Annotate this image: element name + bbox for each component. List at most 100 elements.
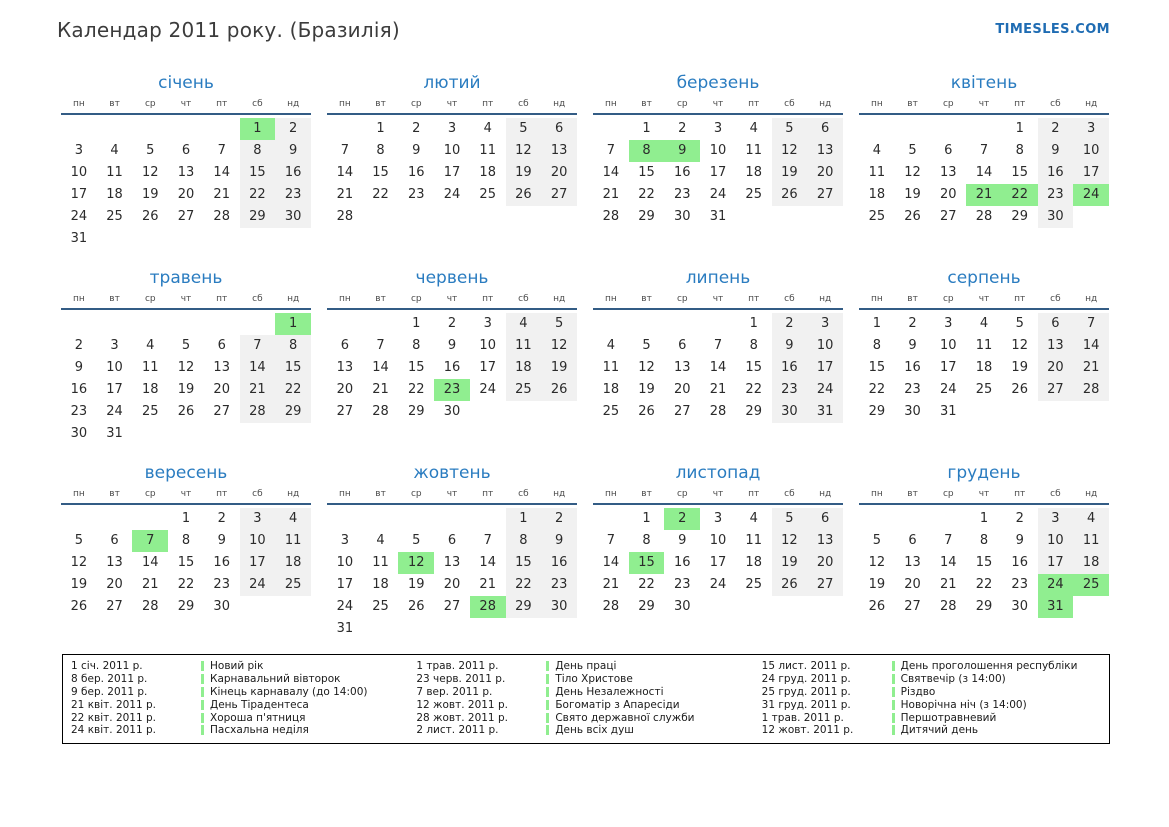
holiday-name: День всіх душ	[555, 724, 634, 737]
day-cell: 31	[106, 426, 123, 441]
weekday-label: пн	[338, 294, 351, 304]
day-cell: 22	[638, 187, 655, 202]
empty-cell	[541, 401, 577, 423]
day-cell: 17	[709, 555, 727, 570]
empty-cell	[132, 313, 168, 335]
day-cell: 16	[771, 357, 808, 379]
weekday-label: пт	[482, 489, 494, 499]
week-row: 21 22 23 24 25 26 27	[327, 184, 577, 206]
holiday-name-wrap: День Незалежності	[546, 686, 663, 698]
empty-cell	[97, 313, 133, 335]
day-cell: 1	[239, 118, 276, 140]
day-cell: 9	[1015, 533, 1024, 548]
week-row: 19 20 21 22 23 24 25	[61, 574, 311, 596]
day-cell: 16	[408, 165, 425, 180]
day-cell: 23	[904, 382, 921, 397]
weekday-label: ср	[942, 489, 954, 499]
day-cell: 30	[674, 209, 691, 224]
brand-link[interactable]: TIMESLES.COM	[995, 22, 1110, 37]
day-cell: 26	[408, 599, 425, 614]
day-cell: 22	[372, 187, 389, 202]
holiday-date: 28 жовт. 2011 р.	[416, 711, 508, 724]
empty-cell	[132, 228, 168, 250]
holiday-name: Пасхальна неділя	[210, 724, 309, 737]
day-cell: 8	[1015, 143, 1024, 158]
day-cell: 19	[868, 577, 886, 592]
day-cell: 16	[1037, 162, 1074, 184]
day-cell: 12	[868, 555, 886, 570]
holiday-date: 7 вер. 2011 р.	[416, 685, 493, 698]
day-cell: 25	[106, 209, 123, 224]
holiday-name-wrap: День проголошення республіки	[891, 660, 1078, 673]
empty-cell	[363, 313, 399, 335]
day-cell: 18	[505, 357, 542, 379]
week-row: 5 6 7 8 9 10 11	[859, 530, 1109, 552]
day-cell: 14	[479, 555, 496, 570]
weekday-label: вт	[109, 294, 120, 304]
holiday-date: 31 груд. 2011 р.	[761, 698, 851, 711]
empty-cell	[859, 118, 895, 140]
weekday-label: пн	[870, 489, 883, 499]
weekday-label: пн	[72, 99, 85, 109]
month-weeks: 1 2 3 4 5 6 7 8 9 10 11 12 13 14 15 16 17 18 19 20 21 22 23 24 2…	[859, 508, 1109, 618]
day-cell: 2	[1015, 511, 1024, 526]
month-title: жовтень	[413, 463, 491, 483]
day-cell: 14	[1073, 335, 1109, 357]
day-cell: 17	[807, 357, 843, 379]
day-cell: 11	[479, 143, 496, 158]
weekday-header-row: пн вт ср чт пт сб нд	[61, 96, 311, 115]
weekday-label: сб	[518, 294, 529, 304]
day-cell: 9	[678, 533, 687, 548]
day-cell: 31	[336, 621, 354, 636]
empty-cell	[470, 618, 506, 640]
day-cell: 14	[239, 357, 276, 379]
day-cell: 12	[541, 335, 577, 357]
holiday-name: Новорічна ніч (з 14:00)	[900, 698, 1027, 711]
weekday-label: нд	[553, 99, 566, 109]
empty-cell	[132, 118, 168, 140]
week-row: 25 26 27 28 29 30 31	[593, 401, 843, 423]
day-cell: 26	[142, 209, 159, 224]
day-cell: 1	[376, 121, 385, 136]
day-cell: 20	[177, 187, 195, 202]
holiday-marker-bar	[546, 699, 550, 710]
day-cell: 26	[868, 599, 886, 614]
day-cell: 10	[70, 165, 88, 180]
day-cell: 26	[70, 599, 88, 614]
day-cell: 26	[541, 379, 577, 401]
day-cell: 24	[70, 209, 88, 224]
week-row: 23 24 25 26 27 28 29	[61, 401, 311, 423]
day-cell: 12	[1011, 338, 1028, 353]
weekday-label: ср	[144, 99, 156, 109]
day-cell: 8	[275, 335, 311, 357]
day-cell: 7	[1073, 313, 1109, 335]
holiday-date: 21 квіт. 2011 р.	[71, 698, 156, 711]
day-cell: 5	[181, 338, 191, 353]
week-row: 4 5 6 7 8 9 10	[593, 335, 843, 357]
day-cell: 7	[376, 338, 385, 353]
weekday-label: сб	[252, 99, 263, 109]
day-cell: 7	[239, 335, 276, 357]
empty-cell	[204, 228, 240, 250]
day-cell: 28	[1073, 379, 1109, 401]
weekday-label: нд	[819, 294, 832, 304]
day-cell: 14	[213, 165, 230, 180]
top-bar: Календар 2011 року. (Бразилія) TIMESLES.…	[57, 18, 1110, 42]
weekday-label: сб	[1050, 294, 1061, 304]
day-cell: 14	[602, 555, 620, 570]
day-cell: 24	[336, 599, 354, 614]
holiday-date: 9 бер. 2011 р.	[71, 685, 148, 698]
month-weeks: 1 2 3 4 5 6 7 8 9 10 11 12 13 14 15 16 17 18 19 20 21 22 23 24 2…	[593, 118, 843, 228]
legend-row: 7 вер. 2011 р. День Незалежності	[416, 686, 755, 699]
day-cell: 8	[628, 140, 665, 162]
empty-cell	[363, 618, 399, 640]
day-cell: 2	[447, 316, 457, 331]
day-cell: 13	[106, 555, 123, 570]
holiday-name: Тіло Христове	[555, 673, 633, 686]
holiday-name: Різдво	[900, 685, 936, 698]
empty-cell	[470, 401, 506, 423]
holiday-name: День проголошення республіки	[900, 660, 1078, 673]
day-cell: 23	[1037, 184, 1074, 206]
day-cell: 19	[541, 357, 577, 379]
